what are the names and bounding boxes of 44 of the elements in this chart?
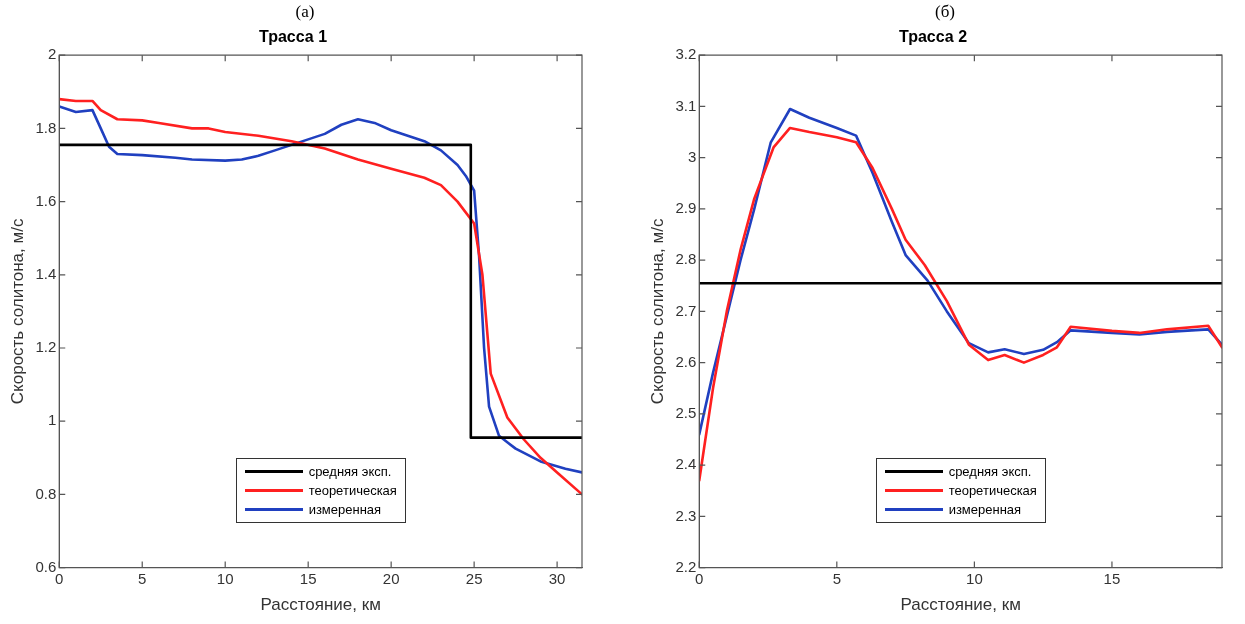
legend-label: теоретическая [308, 482, 397, 498]
legend-label: средняя эксп. [308, 463, 392, 479]
legend-label: теоретическая [948, 482, 1037, 498]
y-tick-label: 2.8 [675, 250, 697, 268]
x-tick-label: 10 [966, 569, 983, 587]
y-tick-label: 1 [47, 411, 57, 429]
y-tick-label: 2.7 [675, 301, 697, 319]
y-axis-title: Скорость солитона, м/с [647, 218, 667, 405]
y-axis-title: Скорость солитона, м/с [7, 218, 27, 405]
legend-label: измеренная [308, 501, 382, 517]
y-tick-label: 1.4 [35, 264, 57, 282]
x-tick-label: 0 [695, 569, 704, 587]
y-tick-label: 2.2 [675, 557, 697, 575]
y-tick-label: 1.6 [35, 191, 57, 209]
chart-title: Трасса 2 [898, 28, 968, 46]
y-tick-label: 2.6 [675, 352, 697, 370]
x-tick-label: 15 [1103, 569, 1121, 587]
x-tick-label: 5 [138, 569, 147, 587]
y-tick-label: 3.2 [675, 45, 697, 63]
text: (a) [294, 2, 316, 22]
x-axis-title: Расстояние, км [260, 595, 381, 615]
x-tick-label: 0 [55, 569, 64, 587]
x-tick-label: 25 [465, 569, 483, 587]
y-tick-label: 2.3 [675, 506, 697, 524]
x-axis-title: Расстояние, км [900, 595, 1021, 615]
x-tick-label: 20 [382, 569, 400, 587]
y-tick-label: 1.8 [35, 118, 57, 136]
x-tick-label: 5 [832, 569, 841, 587]
text: (б) [934, 2, 956, 22]
legend-label: средняя эксп. [948, 463, 1032, 479]
x-tick-label: 15 [299, 569, 317, 587]
y-tick-label: 0.6 [35, 557, 57, 575]
y-tick-label: 2 [47, 45, 57, 63]
chart-title: Трасса 1 [258, 28, 328, 46]
y-tick-label: 2.5 [675, 404, 697, 422]
y-tick-label: 3 [687, 147, 697, 165]
y-tick-label: 2.9 [675, 199, 697, 217]
x-tick-label: 30 [548, 569, 566, 587]
y-tick-label: 3.1 [675, 96, 697, 114]
x-tick-label: 10 [216, 569, 234, 587]
legend-label: измеренная [948, 501, 1022, 517]
y-tick-label: 1.2 [35, 338, 57, 356]
y-tick-label: 0.8 [35, 484, 57, 502]
y-tick-label: 2.4 [675, 455, 697, 473]
